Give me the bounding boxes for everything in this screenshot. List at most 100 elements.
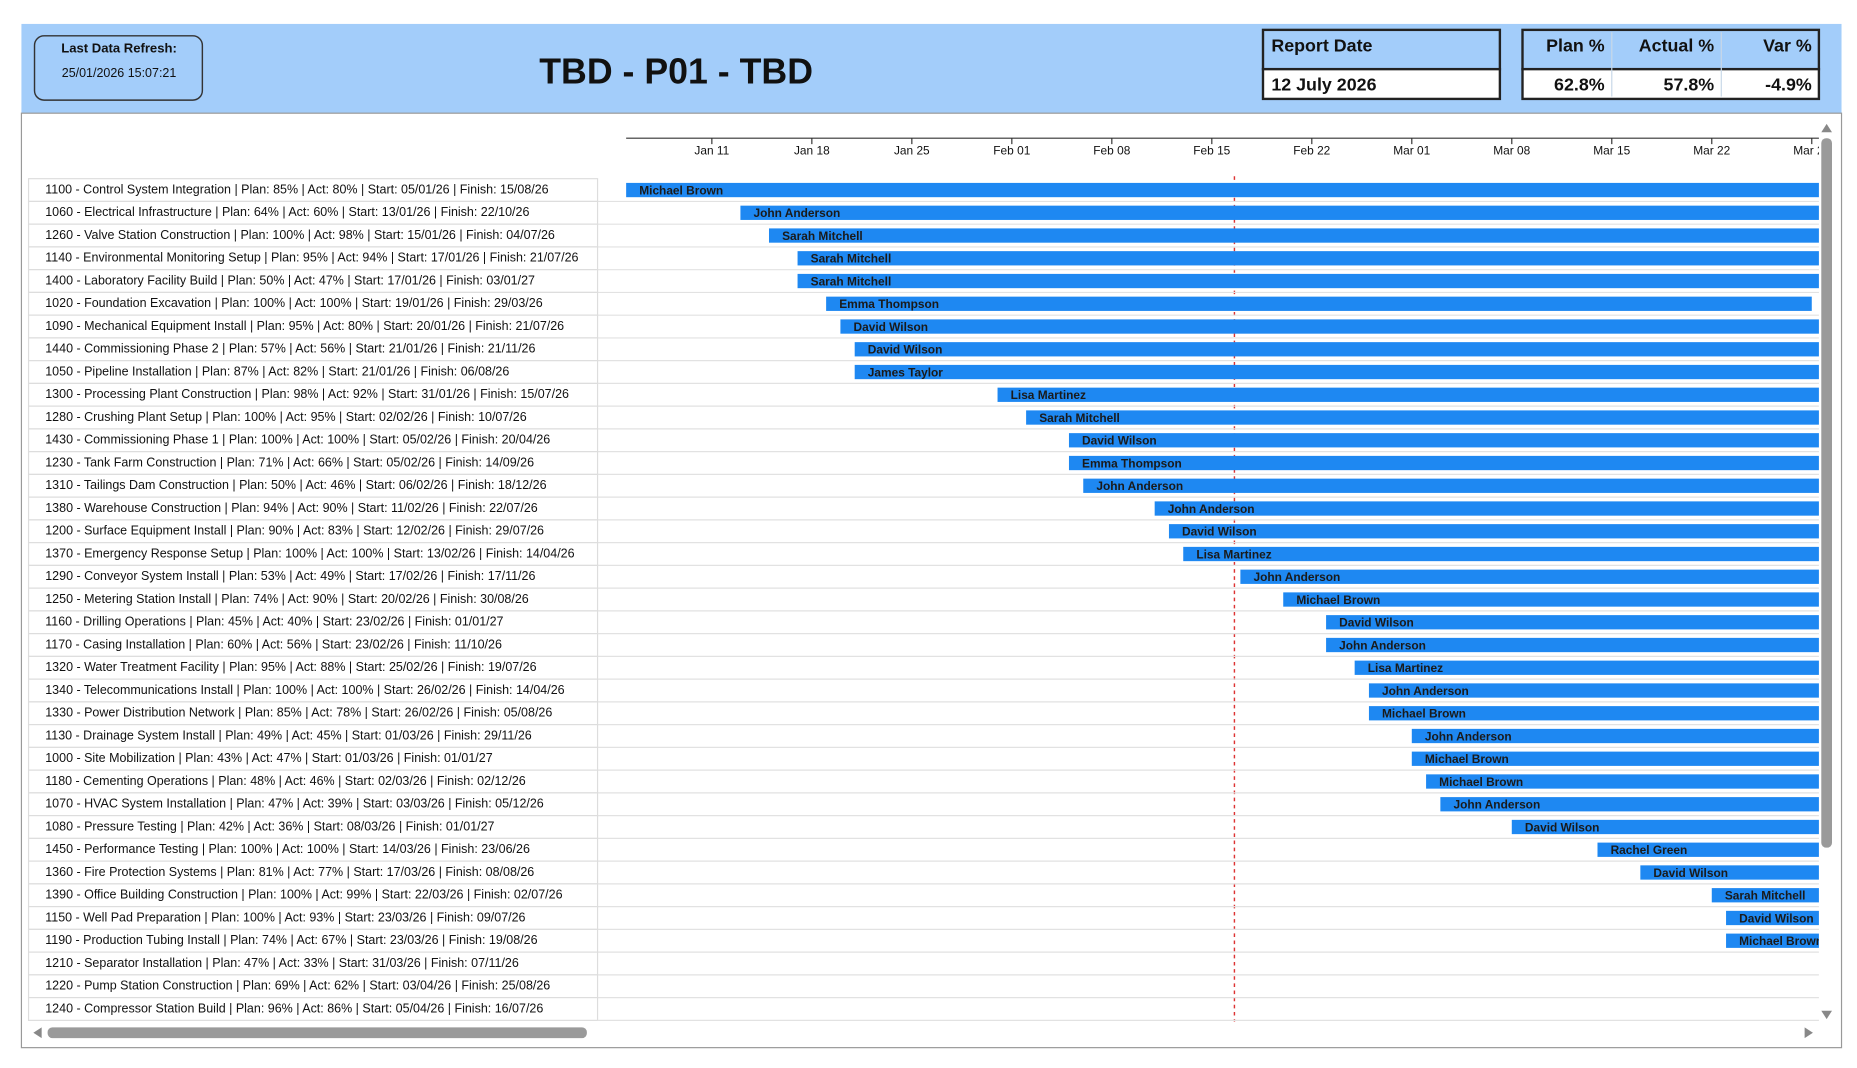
kpi-value: 62.8%: [1554, 75, 1605, 95]
task-resource: John Anderson: [754, 206, 841, 220]
tick-label: Feb 22: [1293, 143, 1330, 157]
kpi-label: Plan %: [1546, 35, 1605, 55]
task-label: 1370 - Emergency Response Setup | Plan: …: [45, 546, 574, 560]
task-label: 1150 - Well Pad Preparation | Plan: 100%…: [45, 910, 525, 924]
vertical-scrollbar[interactable]: [1821, 138, 1833, 848]
task-resource: Michael Brown: [1296, 593, 1380, 607]
task-label: 1140 - Environmental Monitoring Setup | …: [45, 251, 578, 265]
task-label: 1210 - Separator Installation | Plan: 47…: [45, 956, 519, 970]
refresh-label: Last Data Refresh:: [61, 40, 177, 55]
task-resource: Sarah Mitchell: [1039, 411, 1120, 425]
task-label: 1050 - Pipeline Installation | Plan: 87%…: [45, 364, 509, 378]
task-resource: Michael Brown: [1382, 707, 1466, 721]
task-bar: [1368, 683, 1819, 698]
task-resource: Sarah Mitchell: [811, 274, 892, 288]
horizontal-scrollbar[interactable]: [47, 1027, 587, 1039]
kpi-value-cell: [1521, 67, 1821, 101]
task-bar: [854, 364, 1819, 380]
task-bar: [1326, 615, 1819, 630]
task-resource: Michael Brown: [1439, 775, 1523, 789]
task-label: 1230 - Tank Farm Construction | Plan: 71…: [45, 455, 534, 469]
task-label: 1330 - Power Distribution Network | Plan…: [45, 706, 552, 720]
task-bar: [1511, 819, 1819, 835]
task-label: 1250 - Metering Station Install | Plan: …: [45, 592, 529, 606]
task-label: 1020 - Foundation Excavation | Plan: 100…: [45, 296, 542, 310]
task-bar: [1440, 797, 1819, 812]
task-bar: [1840, 956, 1857, 970]
task-resource: John Anderson: [1453, 798, 1540, 812]
refresh-time: 25/01/2026 15:07:21: [62, 66, 177, 80]
kpi-label: Var %: [1763, 35, 1812, 55]
task-resource: James Taylor: [868, 365, 944, 379]
task-label: 1290 - Conveyor System Install | Plan: 5…: [45, 569, 535, 583]
tick-label: Mar 22: [1693, 143, 1730, 157]
task-resource: John Anderson: [1339, 638, 1426, 652]
task-label: 1000 - Site Mobilization | Plan: 43% | A…: [45, 751, 492, 765]
task-resource: Lisa Martinez: [1011, 388, 1086, 402]
page-title: TBD - P01 - TBD: [539, 51, 813, 91]
task-resource: John Anderson: [1096, 479, 1183, 493]
tick-label: Mar 01: [1393, 143, 1430, 157]
kpi-value: -4.9%: [1765, 75, 1812, 95]
task-label: 1450 - Performance Testing | Plan: 100% …: [45, 842, 530, 856]
tick-label: Feb 15: [1193, 143, 1230, 157]
task-label: 1310 - Tailings Dam Construction | Plan:…: [45, 478, 546, 492]
task-label: 1440 - Commissioning Phase 2 | Plan: 57%…: [45, 342, 535, 356]
task-bar: [1726, 933, 1819, 948]
tick-label: Jan 11: [694, 143, 729, 157]
task-bar: [740, 205, 1819, 220]
task-bar: [1597, 842, 1819, 857]
task-bar: [826, 296, 1812, 311]
task-label: 1090 - Mechanical Equipment Install | Pl…: [45, 319, 564, 333]
task-bar: [1026, 410, 1819, 425]
task-resource: John Anderson: [1253, 570, 1340, 584]
task-bar: [1168, 524, 1819, 539]
task-bar: [997, 387, 1819, 402]
task-label: 1320 - Water Treatment Facility | Plan: …: [45, 660, 536, 674]
scroll-right[interactable]: [1804, 1027, 1813, 1039]
kpi-value: 57.8%: [1664, 75, 1715, 95]
task-bar: [1726, 910, 1819, 926]
task-bar: [1426, 774, 1819, 789]
task-label: 1130 - Drainage System Install | Plan: 4…: [45, 728, 532, 742]
task-label-cell: [27, 997, 599, 1021]
chart-area: Jan 11 Jan 18 Jan 25 Feb 01 Feb 08 Feb 15 Feb …: [626, 138, 1857, 970]
tick-label: Feb 08: [1093, 143, 1130, 157]
task-bar: [1711, 888, 1819, 903]
tick-label: Mar 15: [1593, 143, 1630, 157]
scroll-up[interactable]: [1821, 123, 1833, 133]
task-bar: [1283, 592, 1819, 607]
scroll-left[interactable]: [33, 1027, 42, 1039]
task-label: 1300 - Processing Plant Construction | P…: [45, 387, 569, 401]
task-resource: Rachel Green: [1611, 843, 1688, 857]
task-resource: Emma Thompson: [1082, 456, 1182, 470]
task-bar: [854, 342, 1819, 357]
task-resource: John Anderson: [1425, 729, 1512, 743]
task-resource: Lisa Martinez: [1368, 661, 1443, 675]
task-bar: [768, 228, 1819, 243]
report-label: Report Date: [1271, 35, 1372, 55]
scroll-down[interactable]: [1821, 1010, 1833, 1020]
task-resource: Sarah Mitchell: [811, 252, 892, 266]
task-resource: David Wilson: [1339, 616, 1414, 630]
task-label: 1260 - Valve Station Construction | Plan…: [45, 228, 555, 242]
task-bar: [840, 319, 1819, 334]
task-resource: David Wilson: [1739, 911, 1814, 925]
task-resource: John Anderson: [1382, 684, 1469, 698]
task-label: 1390 - Office Building Construction | Pl…: [45, 888, 562, 902]
refresh-box: [33, 35, 204, 101]
task-label: 1200 - Surface Equipment Install | Plan:…: [45, 524, 544, 538]
task-bar: [1083, 478, 1819, 493]
task-label: 1180 - Cementing Operations | Plan: 48% …: [45, 774, 526, 788]
task-bar: [1640, 865, 1819, 880]
task-label: 1380 - Warehouse Construction | Plan: 94…: [45, 501, 538, 515]
task-resource: David Wilson: [1182, 525, 1257, 539]
task-resource: David Wilson: [1525, 820, 1600, 834]
task-label: 1400 - Laboratory Facility Build | Plan:…: [45, 273, 535, 287]
kpi-label: Actual %: [1639, 35, 1714, 55]
task-resource: David Wilson: [854, 320, 929, 334]
report-date-cell: [1261, 67, 1502, 101]
task-resource: Emma Thompson: [839, 297, 939, 311]
task-label: 1190 - Production Tubing Install | Plan:…: [45, 933, 537, 947]
